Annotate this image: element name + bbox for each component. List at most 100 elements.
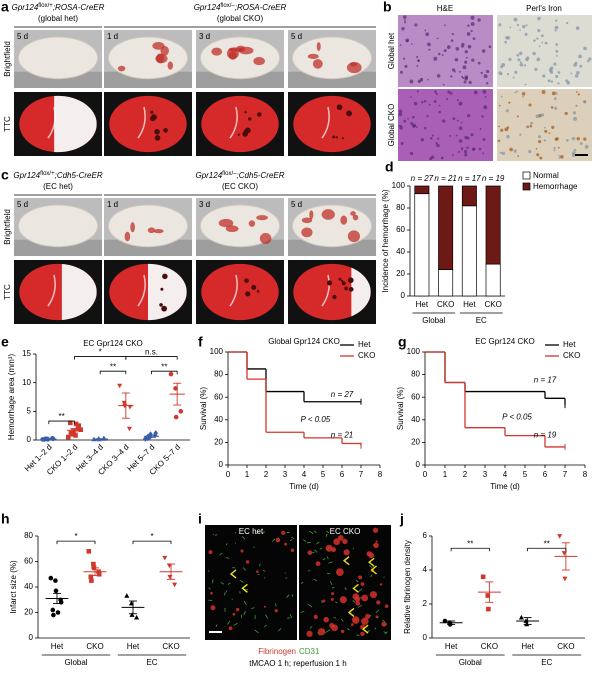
cell	[528, 149, 532, 154]
data-point	[162, 555, 168, 561]
data-point	[167, 574, 173, 580]
y-tick-label: 100	[210, 347, 224, 356]
cell	[427, 78, 429, 81]
y-axis-label: Hemorrhage area (mm³)	[7, 354, 16, 441]
error-bar	[129, 600, 137, 615]
data-point	[66, 434, 71, 440]
cell	[458, 101, 463, 106]
cell	[456, 119, 459, 122]
photo-stage	[104, 239, 192, 256]
cell	[437, 52, 441, 56]
hemorrhage-spot	[256, 215, 268, 221]
cell	[464, 60, 468, 64]
cell	[461, 75, 464, 78]
group-label: Global	[64, 658, 87, 667]
fibrinogen-deposit	[307, 550, 313, 556]
x-tick-label: 5	[321, 470, 326, 479]
midline	[321, 106, 330, 139]
y-tick-label: 60	[396, 225, 405, 234]
data-point	[53, 578, 58, 583]
cell	[464, 50, 468, 54]
cell	[583, 137, 587, 141]
cell	[445, 98, 449, 101]
cell	[538, 140, 542, 144]
cell	[451, 154, 454, 156]
cell	[415, 126, 418, 128]
cell	[555, 74, 559, 79]
cell	[459, 70, 461, 73]
data-point	[153, 430, 158, 437]
error-bar	[485, 581, 494, 603]
cell	[454, 58, 459, 62]
cell	[509, 147, 513, 152]
cell	[462, 65, 467, 70]
cell	[551, 91, 556, 96]
cell	[420, 137, 425, 142]
hemorrhage-dot	[332, 135, 336, 139]
vessel	[208, 587, 211, 590]
hemorrhage-dot	[150, 110, 154, 114]
vessel	[326, 556, 329, 560]
panel-letter: f	[198, 334, 203, 350]
x-tick-label: 1	[245, 470, 250, 479]
cell	[537, 29, 541, 33]
annotation: n = 17	[534, 375, 557, 384]
data-point	[68, 420, 73, 426]
x-tick-label: 2	[264, 470, 269, 479]
data-point	[143, 435, 148, 442]
x-tick-label: 8	[583, 470, 588, 479]
significance-bracket	[450, 547, 490, 552]
cell	[579, 142, 583, 145]
data-point	[173, 414, 179, 420]
y-tick-label: 80	[214, 370, 223, 379]
cell	[524, 83, 527, 86]
hemorrhage-spot	[312, 59, 323, 69]
vessel	[314, 549, 318, 553]
hemorrhage-dot	[326, 280, 333, 286]
fibrinogen-deposit	[333, 538, 341, 546]
cell	[574, 74, 579, 78]
vessel	[226, 620, 231, 625]
vessel	[357, 604, 362, 608]
fibrinogen-deposit	[208, 550, 213, 555]
cell	[417, 79, 421, 84]
hemorrhage-dot	[154, 135, 161, 141]
vessel	[259, 563, 261, 567]
group-label: EC	[541, 658, 552, 667]
vessel	[333, 617, 337, 619]
cell	[575, 91, 578, 93]
cell	[436, 143, 440, 148]
cell	[550, 80, 554, 83]
vessel	[300, 581, 304, 585]
brain-slice	[201, 263, 279, 321]
y-tick-label: 10	[22, 378, 31, 387]
row-label: Global het	[387, 32, 396, 69]
photo-stage	[196, 239, 284, 256]
cell	[523, 64, 527, 67]
group-label: EC	[146, 658, 157, 667]
cell	[435, 142, 438, 145]
data-point	[89, 578, 94, 583]
cell	[460, 121, 463, 124]
cell	[505, 36, 509, 40]
cell	[508, 101, 511, 104]
cell	[536, 57, 541, 62]
vessel	[369, 614, 372, 617]
vessel	[255, 530, 260, 535]
panel-letter: j	[399, 511, 404, 527]
cell	[480, 71, 484, 75]
vessel	[227, 582, 231, 585]
arrowhead	[241, 583, 248, 593]
allele-superscript: flox/–	[222, 171, 237, 177]
data-point	[73, 433, 78, 438]
fibrinogen-deposit	[325, 544, 333, 552]
y-tick-label: 20	[214, 438, 223, 447]
vessel	[220, 582, 224, 585]
cell	[521, 92, 526, 96]
cell	[398, 112, 403, 117]
annotation: n = 19	[534, 431, 557, 440]
cell	[573, 116, 578, 121]
x-tick-label: Het	[463, 300, 476, 309]
panel-letter: h	[1, 511, 10, 527]
data-point	[117, 383, 123, 389]
